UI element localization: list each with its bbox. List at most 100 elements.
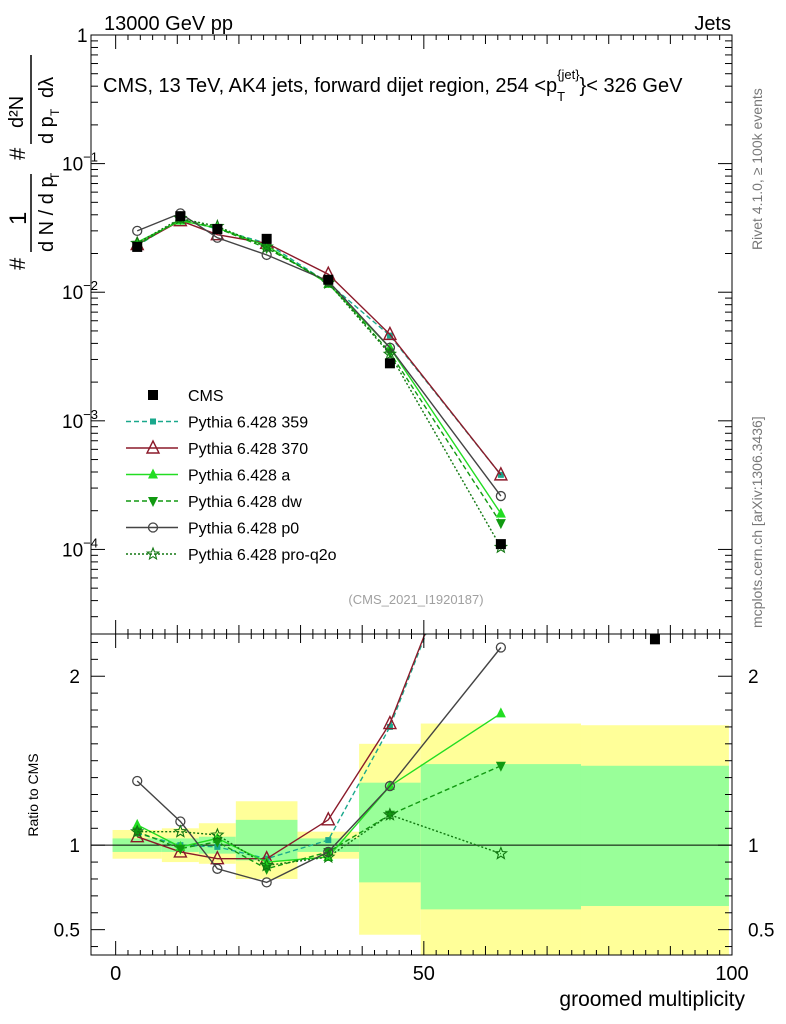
main-series-group [130, 208, 660, 645]
data-point-cms [175, 211, 186, 222]
ratio-ytick-label-left: 1 [69, 836, 80, 857]
legend-label-p370: Pythia 6.428 370 [188, 441, 308, 458]
legend-marker-cms [148, 390, 158, 400]
legend-label-p359: Pythia 6.428 359 [188, 415, 308, 432]
ratio-ylabel: Ratio to CMS [25, 753, 41, 836]
xtick-label: 50 [413, 963, 435, 985]
ratio-point-pq2o [130, 824, 145, 838]
svg-text:T: T [48, 172, 62, 180]
series-cms [132, 211, 660, 645]
data-point-pa [495, 507, 506, 518]
ratio-point-pq2o [259, 858, 274, 872]
data-point-pp0 [384, 342, 396, 353]
data-point-pq2o [382, 346, 398, 361]
ratio-point-pq2o [321, 849, 336, 864]
ratio-point-p359 [325, 837, 332, 844]
data-point-p359 [386, 332, 393, 339]
ratio-point-pq2o [493, 846, 509, 860]
ratio-ytick-label-right: 2 [748, 667, 759, 688]
legend-marker-p370 [145, 439, 161, 454]
main-ylabel: # 1 d N / d p T # d²N d p T dλ [5, 55, 62, 270]
series-p370 [130, 212, 509, 481]
xtick-label: 0 [110, 963, 121, 985]
legend-label-pp0: Pythia 6.428 p0 [188, 521, 299, 538]
svg-text:#: # [5, 147, 30, 160]
ytick-label: 10−2 [62, 278, 98, 304]
ratio-point-pp0 [212, 863, 223, 874]
ytick-label: 10−1 [62, 150, 98, 176]
ratio-point-pdw [212, 837, 223, 848]
ratio-point-pdw [323, 847, 334, 858]
ratio-point-pdw [495, 761, 506, 772]
main-panel-frame [90, 34, 733, 635]
svg-text:1: 1 [5, 212, 32, 225]
band-green [359, 782, 421, 883]
data-point-cms [384, 358, 395, 369]
legend-marker-p359 [150, 418, 156, 425]
ytick-label: 10−4 [62, 535, 98, 561]
ratio-point-pq2o [173, 824, 188, 838]
data-point-cms [132, 241, 143, 252]
ratio-point-p370 [173, 843, 188, 858]
ratio-point-pa [495, 707, 506, 718]
series-p359 [134, 216, 504, 478]
ratio-series-pq2o [130, 807, 509, 872]
svg-text:d N / d p: d N / d p [36, 176, 58, 252]
legend-marker-pdw [148, 497, 158, 507]
ratio-point-pp0 [384, 780, 396, 792]
svg-text:dλ: dλ [36, 77, 58, 98]
data-point-pp0 [495, 490, 507, 502]
band-green [420, 764, 581, 910]
series-line-p370 [136, 219, 502, 476]
data-point-pq2o [259, 239, 274, 254]
main-ytick-labels: 1 10−1 10−2 10−3 10−4 [62, 26, 98, 561]
legend-marker-pp0 [147, 522, 159, 533]
ratio-point-pa [132, 818, 143, 829]
header-left: 13000 GeV pp [104, 13, 233, 35]
ratio-point-pp0 [261, 877, 272, 888]
ratio-point-pdw [175, 844, 186, 855]
data-point-pp0 [261, 249, 272, 261]
band-green [580, 765, 729, 907]
ratio-point-pp0 [495, 642, 507, 653]
data-point-pdw [495, 519, 506, 530]
band-green [235, 819, 298, 861]
ytick-label: 1 [77, 26, 88, 47]
ratio-ytick-label-left: 2 [69, 667, 80, 688]
ratio-point-pq2o [210, 827, 225, 842]
data-point-cms [261, 233, 272, 244]
rivet-label: Rivet 4.1.0, ≥ 100k events [749, 88, 765, 250]
series-line-p359 [136, 218, 502, 476]
legend-label-cms: CMS [188, 388, 224, 405]
ratio-point-pq2o [382, 807, 398, 821]
legend-label-pa: Pythia 6.428 a [188, 468, 290, 485]
data-point-p370 [382, 325, 398, 341]
data-point-pp0 [132, 225, 143, 237]
plot-title: CMS, 13 TeV, AK4 jets, forward dijet reg… [103, 67, 683, 104]
data-point-p370 [493, 466, 509, 481]
mcplots-label: mcplots.cern.ch [arXiv:1306.3436] [749, 416, 765, 628]
data-point-cms [495, 539, 506, 550]
legend: CMS Pythia 6.428 359 Pythia 6.428 370 Pythi… [126, 388, 337, 564]
svg-text:d²N: d²N [6, 96, 28, 128]
legend-label-pq2o: Pythia 6.428 pro-q2o [188, 547, 337, 564]
ratio-line-pp0 [136, 647, 502, 884]
ratio-point-p370 [382, 714, 398, 730]
ratio-point-pp0 [132, 775, 143, 787]
header-right: Jets [694, 13, 731, 35]
svg-text:T: T [48, 108, 62, 116]
legend-marker-pq2o [145, 546, 161, 561]
legend-marker-pa [148, 468, 158, 479]
ratio-point-p370 [321, 811, 336, 826]
ratio-series-group [130, 634, 509, 888]
data-point-cms [323, 274, 334, 285]
legend-label-pdw: Pythia 6.428 dw [188, 494, 302, 511]
xlabel: groomed multiplicity [559, 988, 745, 1011]
svg-text:#: # [5, 257, 30, 270]
main-axis-ticks [91, 34, 733, 634]
svg-text:d p: d p [36, 116, 58, 144]
ytick-label: 10−3 [62, 407, 98, 433]
ratio-axis-ticks: 0.5 0.5 1 1 2 2 0 50 100 [54, 634, 774, 985]
ratio-ytick-label-right: 1 [748, 836, 759, 857]
